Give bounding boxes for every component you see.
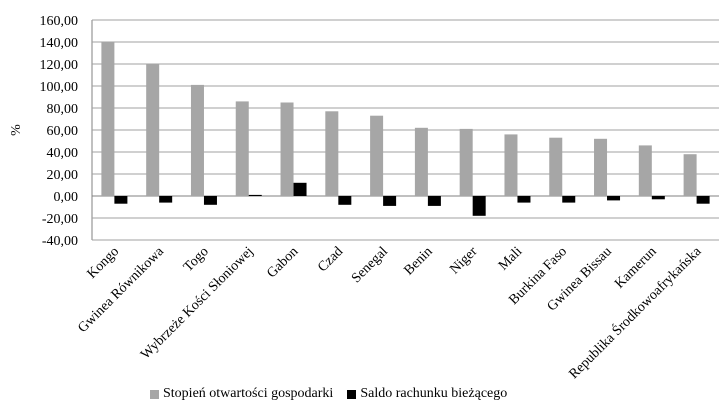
category-label: Gwinea Równikowa: [75, 244, 167, 336]
bar-current-account: [383, 196, 397, 206]
y-tick-label: 60,00: [47, 124, 79, 139]
y-tick-label: 120,00: [40, 58, 79, 73]
chart: -40,00 -20,00 0,00 20,00 40,00 60,00 80,00 100,…: [9, 14, 719, 382]
legend: Stopień otwartości gospodarki Saldo rach…: [150, 386, 521, 402]
legend-label-current-account: Saldo rachunku bieżącego: [360, 386, 508, 401]
bar-openness: [459, 128, 473, 196]
bar-current-account: [472, 196, 486, 216]
category-label: Kongo: [85, 244, 123, 282]
legend-item-openness: Stopień otwartości gospodarki: [150, 386, 333, 402]
category-label: Niger: [447, 244, 480, 277]
y-tick-label: 140,00: [40, 36, 79, 51]
bar-openness: [683, 154, 697, 196]
bar-openness: [146, 64, 160, 196]
bar-current-account: [607, 196, 621, 201]
y-tick-label: 100,00: [40, 80, 79, 95]
category-label: Togo: [181, 244, 212, 275]
bar-openness: [638, 145, 652, 196]
bar-current-account: [114, 196, 128, 204]
y-tick-label: 0,00: [54, 190, 79, 205]
bar-current-account: [696, 196, 710, 204]
y-tick-label: 40,00: [47, 146, 79, 161]
bar-current-account: [651, 196, 665, 200]
legend-item-current-account: Saldo rachunku bieżącego: [347, 386, 507, 402]
y-tick-label: -20,00: [42, 212, 78, 227]
y-tick-label: 80,00: [47, 102, 79, 117]
category-label: Benin: [401, 244, 435, 278]
bar-openness: [190, 84, 204, 196]
bar-openness: [549, 137, 563, 196]
category-label: Mali: [496, 244, 525, 273]
y-tick-label: 20,00: [47, 168, 79, 183]
bar-current-account: [517, 196, 531, 203]
category-label: Czad: [315, 244, 346, 275]
bar-openness: [280, 102, 294, 196]
bar-openness: [101, 42, 115, 196]
bar-openness: [325, 111, 339, 196]
bar-openness: [235, 101, 249, 196]
bar-openness: [370, 115, 384, 196]
bar-current-account: [338, 196, 352, 205]
bar-current-account: [159, 196, 173, 203]
bar-current-account: [562, 196, 576, 203]
legend-label-openness: Stopień otwartości gospodarki: [163, 386, 334, 401]
bar-current-account: [203, 196, 217, 205]
legend-swatch-current-account: [347, 389, 357, 399]
bar-current-account: [248, 194, 262, 196]
y-tick-label: -40,00: [42, 234, 78, 249]
bar-openness: [504, 134, 518, 196]
category-label: Senegal: [349, 244, 391, 286]
legend-swatch-openness: [150, 389, 159, 399]
category-label: Gabon: [264, 244, 301, 281]
y-tick-label: 160,00: [40, 14, 79, 29]
bar-current-account: [293, 182, 307, 196]
y-axis-label: %: [9, 124, 24, 136]
bar-current-account: [427, 196, 441, 206]
bar-openness: [414, 127, 428, 196]
bar-openness: [594, 138, 608, 196]
